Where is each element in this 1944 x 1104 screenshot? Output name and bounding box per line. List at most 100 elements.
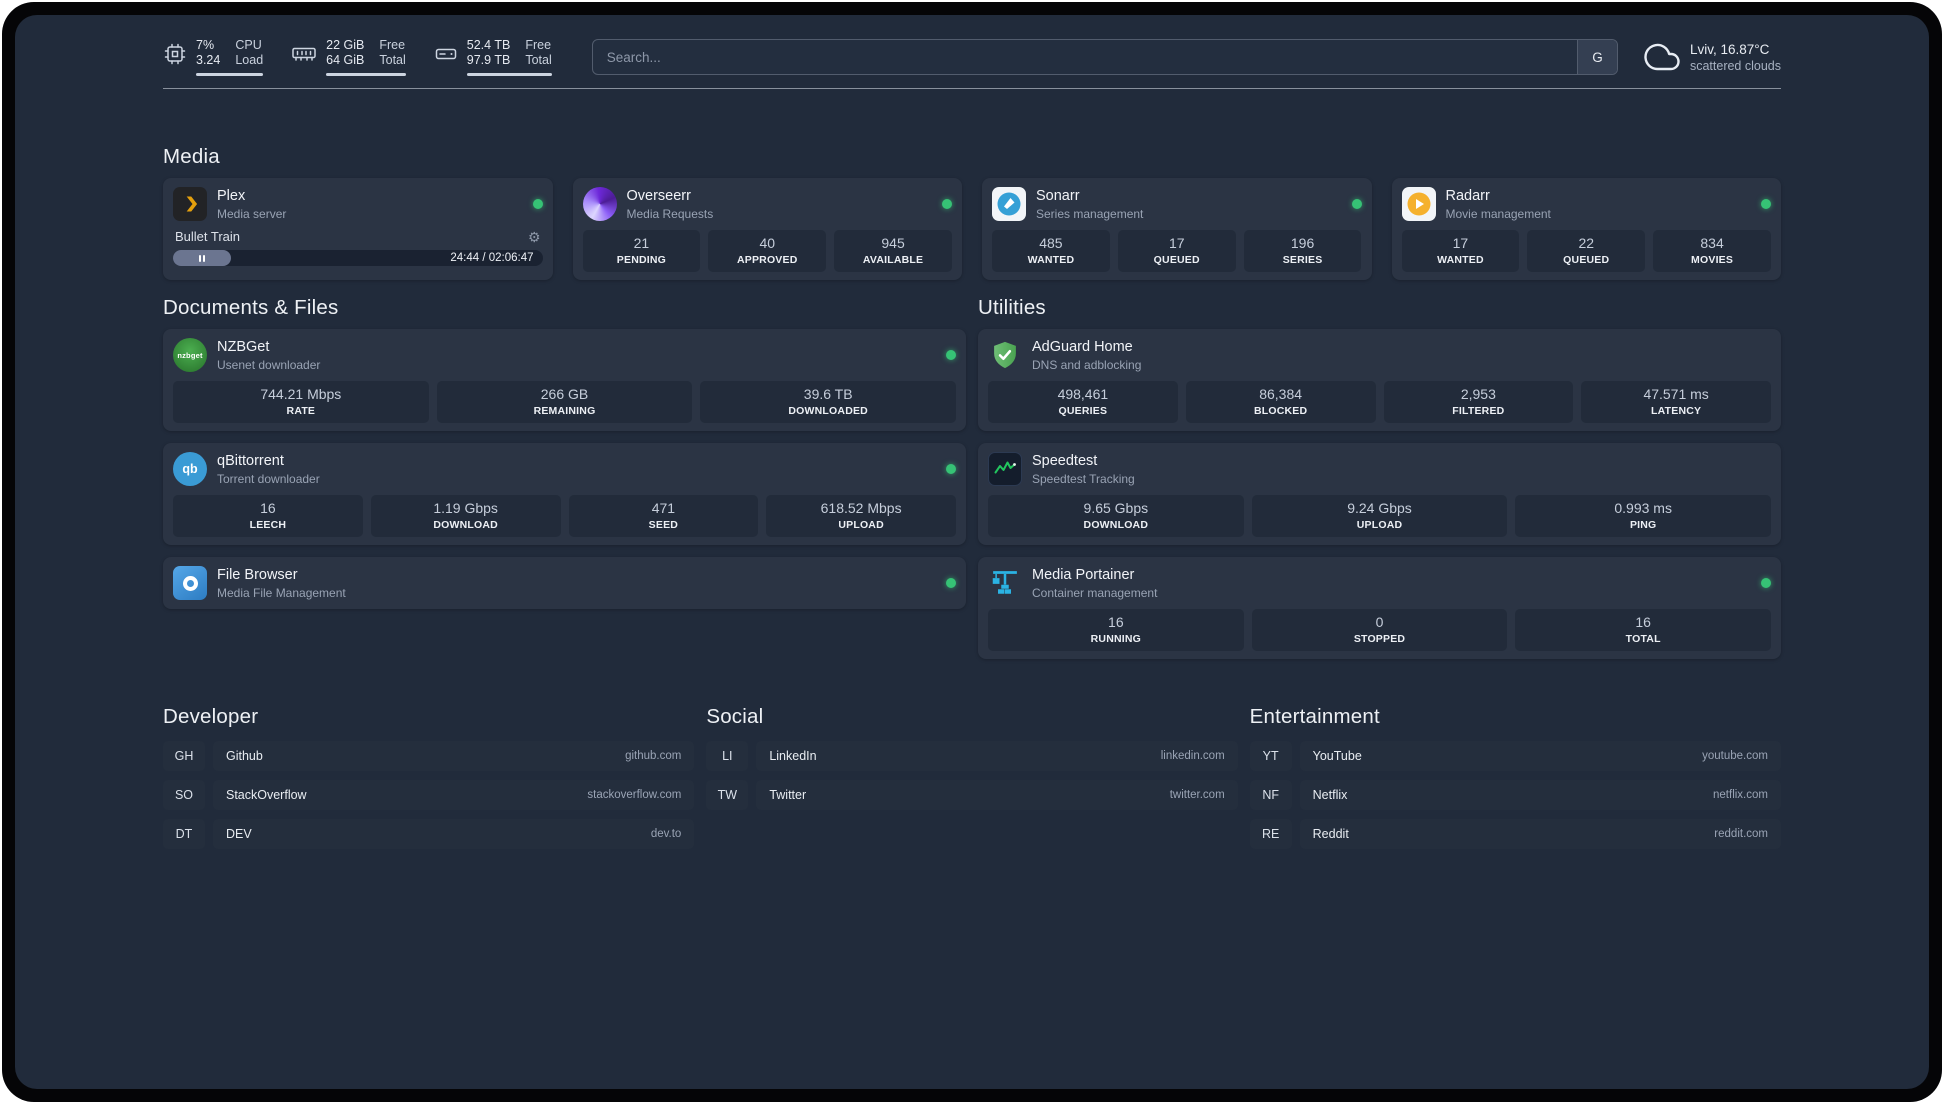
- search-input[interactable]: [591, 39, 1618, 75]
- section-title-media: Media: [163, 145, 220, 168]
- stat-upload: 9.24 Gbps UPLOAD: [1251, 495, 1508, 537]
- service-subtitle: DNS and adblocking: [1032, 357, 1142, 372]
- cpu-load: 3.24: [196, 53, 221, 67]
- service-subtitle: Series management: [1036, 206, 1144, 221]
- sonarr-icon: [992, 187, 1026, 221]
- dashboard: 7% 3.24 CPU Load: [15, 15, 1929, 1089]
- status-dot: [1351, 199, 1362, 209]
- bookmark-abbr: DT: [163, 819, 205, 849]
- cpu-percent: 7%: [196, 38, 215, 52]
- service-link-plex[interactable]: Plex Media server: [173, 186, 543, 222]
- section-title-entertainment: Entertainment: [1249, 705, 1380, 728]
- stat-rate: 744.21 Mbps RATE: [173, 381, 429, 423]
- stat-seed: 471 SEED: [568, 495, 759, 537]
- disk-widget: 52.4 TB 97.9 TB Free Total: [434, 38, 552, 76]
- service-card-filebrowser: File Browser Media File Management: [163, 557, 966, 609]
- stat-blocked: 86,384 BLOCKED: [1185, 381, 1376, 423]
- service-name: Overseerr: [626, 187, 691, 204]
- bookmark-group-developer: Developer GH Github github.com SO StackO…: [163, 705, 695, 849]
- overseerr-icon: [582, 187, 617, 221]
- service-link-qbittorrent[interactable]: qb qBittorrent Torrent downloader: [173, 451, 956, 487]
- service-name: AdGuard Home: [1032, 338, 1133, 355]
- stat-downloaded: 39.6 TB DOWNLOADED: [700, 381, 957, 423]
- playback-time: 24:44 / 02:06:47: [450, 252, 534, 264]
- now-playing-title: Bullet Train: [175, 229, 241, 244]
- service-card-radarr: Radarr Movie management 17 WANTED 22 QUE…: [1391, 178, 1781, 280]
- bookmark-link[interactable]: LinkedIn linkedin.com: [756, 741, 1238, 771]
- service-link-overseerr[interactable]: Overseerr Media Requests: [582, 186, 952, 222]
- disk-label-1: Free: [525, 38, 552, 52]
- pause-icon: [199, 254, 201, 262]
- service-subtitle: Torrent downloader: [217, 471, 320, 486]
- cpu-icon: [164, 43, 186, 65]
- speedtest-icon: [988, 452, 1022, 486]
- service-name: Sonarr: [1036, 187, 1080, 204]
- stat-movies: 834 MOVIES: [1653, 230, 1771, 272]
- bookmark-link[interactable]: Reddit reddit.com: [1299, 819, 1781, 849]
- bookmark-abbr: RE: [1249, 819, 1292, 849]
- bookmark-linkedin: LI LinkedIn linkedin.com: [706, 741, 1238, 771]
- disk-usage-bar: [466, 73, 552, 76]
- stat-download: 1.19 Gbps DOWNLOAD: [370, 495, 561, 537]
- service-link-speedtest[interactable]: Speedtest Speedtest Tracking: [988, 451, 1771, 487]
- status-dot: [1761, 199, 1771, 209]
- service-card-plex: Plex Media server Bullet Train ⚙ 24:44 /…: [163, 178, 553, 280]
- service-link-sonarr[interactable]: Sonarr Series management: [992, 186, 1362, 222]
- service-name: Media Portainer: [1032, 566, 1135, 583]
- disk-total: 97.9 TB: [466, 53, 511, 67]
- section-title-developer: Developer: [163, 705, 259, 728]
- service-link-radarr[interactable]: Radarr Movie management: [1401, 186, 1771, 222]
- bookmark-link[interactable]: Twitter twitter.com: [756, 780, 1238, 810]
- weather-location: Lviv, 16.87°C: [1689, 41, 1770, 57]
- memory-label-1: Free: [379, 38, 406, 52]
- section-utilities: Utilities AdGuard Home: [978, 296, 1781, 659]
- bookmark-group-entertainment: Entertainment YT YouTube youtube.com NF …: [1249, 705, 1781, 849]
- service-link-nzbget[interactable]: nzbget NZBGet Usenet downloader: [173, 337, 956, 373]
- stat-download: 9.65 Gbps DOWNLOAD: [988, 495, 1244, 537]
- service-subtitle: Movie management: [1445, 206, 1551, 221]
- radarr-icon: [1401, 187, 1436, 221]
- service-link-portainer[interactable]: Media Portainer Container management: [988, 565, 1771, 601]
- section-title-social: Social: [706, 705, 764, 728]
- service-card-nzbget: nzbget NZBGet Usenet downloader 744.21 M…: [163, 329, 966, 431]
- plex-icon: [173, 187, 207, 221]
- bookmark-abbr: LI: [706, 741, 749, 771]
- bookmark-abbr: TW: [706, 780, 749, 810]
- status-dot: [946, 350, 956, 360]
- bookmark-netflix: NF Netflix netflix.com: [1249, 780, 1781, 810]
- bookmark-link[interactable]: StackOverflow stackoverflow.com: [213, 780, 695, 810]
- gear-icon[interactable]: ⚙: [527, 228, 541, 245]
- search-provider-button[interactable]: G: [1576, 40, 1617, 74]
- playback-progress-fill: [173, 250, 231, 266]
- bookmark-link[interactable]: DEV dev.to: [213, 819, 695, 849]
- filebrowser-icon: [173, 566, 207, 600]
- stat-pending: 21 PENDING: [582, 230, 701, 272]
- cloud-icon: [1644, 43, 1680, 71]
- playback-progress-bar[interactable]: 24:44 / 02:06:47: [173, 250, 543, 266]
- stat-filtered: 2,953 FILTERED: [1383, 381, 1574, 423]
- bookmark-link[interactable]: Netflix netflix.com: [1299, 780, 1781, 810]
- stat-leech: 16 LEECH: [173, 495, 363, 537]
- portainer-icon: [988, 566, 1022, 600]
- bookmark-abbr: GH: [163, 741, 205, 771]
- service-link-adguard[interactable]: AdGuard Home DNS and adblocking: [988, 337, 1771, 373]
- status-dot: [942, 199, 952, 209]
- stat-approved: 40 APPROVED: [708, 230, 827, 272]
- bookmark-link[interactable]: YouTube youtube.com: [1299, 741, 1781, 771]
- stat-stopped: 0 STOPPED: [1251, 609, 1508, 651]
- stat-queued: 17 QUEUED: [1117, 230, 1236, 272]
- memory-widget: 22 GiB 64 GiB Free Total: [291, 38, 406, 76]
- memory-total: 64 GiB: [326, 53, 365, 67]
- status-dot: [1761, 578, 1771, 588]
- stat-remaining: 266 GB REMAINING: [436, 381, 693, 423]
- service-subtitle: Media File Management: [217, 585, 346, 600]
- service-link-filebrowser[interactable]: File Browser Media File Management: [173, 565, 956, 601]
- memory-icon: [292, 47, 316, 61]
- stat-wanted: 485 WANTED: [992, 230, 1110, 272]
- service-name: Speedtest: [1032, 452, 1098, 469]
- bookmark-link[interactable]: Github github.com: [213, 741, 695, 771]
- topbar: 7% 3.24 CPU Load: [163, 38, 1781, 76]
- stat-available: 945 AVAILABLE: [834, 230, 952, 272]
- service-subtitle: Container management: [1032, 585, 1158, 600]
